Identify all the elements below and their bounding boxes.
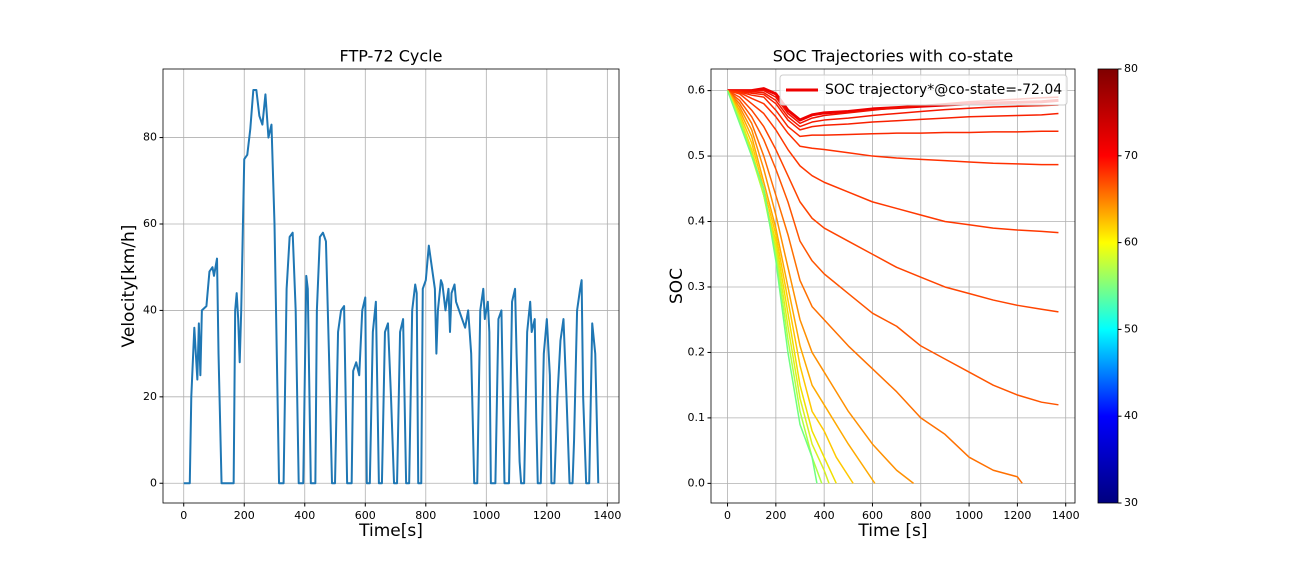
colorbar-tick-label: 40	[1124, 409, 1138, 422]
data-line	[727, 89, 1059, 138]
data-line	[183, 89, 600, 485]
x-axis-label: Time [s]	[857, 521, 927, 541]
x-axis-label: Time[s]	[358, 521, 423, 541]
y-tick-label: 0.1	[688, 411, 706, 424]
x-tick-label: 600	[862, 509, 883, 522]
data-line	[726, 90, 876, 484]
data-line	[727, 89, 1059, 128]
data-line	[727, 89, 1059, 131]
y-tick-label: 80	[143, 131, 157, 144]
y-tick-label: 0	[150, 476, 157, 489]
colorbar-tick-label: 50	[1124, 322, 1138, 335]
x-tick-label: 200	[765, 509, 786, 522]
y-tick-label: 0.4	[688, 215, 706, 228]
x-tick-label: 1000	[955, 509, 983, 522]
chart-title: SOC Trajectories with co-state	[773, 47, 1013, 66]
x-tick-label: 1400	[1052, 509, 1080, 522]
y-axis-label: SOC	[667, 268, 687, 304]
x-tick-label: 800	[910, 509, 931, 522]
data-line	[726, 90, 854, 484]
y-tick-label: 0.6	[688, 84, 706, 97]
y-tick-label: 40	[143, 303, 157, 316]
data-line	[727, 89, 1059, 234]
colorbar-tick-label: 60	[1124, 236, 1138, 249]
y-tick-label: 0.0	[688, 476, 706, 489]
legend-box	[779, 74, 1068, 106]
x-tick-label: 400	[294, 509, 315, 522]
x-tick-label: 1200	[533, 509, 561, 522]
data-line	[726, 90, 823, 484]
chart-title: FTP-72 Cycle	[340, 47, 443, 66]
data-line	[727, 90, 1059, 406]
colorbar-tick-label: 80	[1124, 62, 1138, 75]
axes-frame	[162, 68, 620, 504]
data-line	[726, 90, 818, 484]
x-tick-label: 0	[180, 509, 187, 522]
x-tick-label: 0	[724, 509, 731, 522]
data-line	[726, 90, 1023, 484]
colorbar-tick-label: 30	[1124, 496, 1138, 509]
data-line	[726, 90, 914, 484]
y-tick-label: 0.3	[688, 280, 706, 293]
data-line	[727, 89, 1059, 313]
data-line	[727, 89, 1059, 166]
x-tick-label: 400	[814, 509, 835, 522]
x-tick-label: 800	[415, 509, 436, 522]
x-tick-label: 1200	[1003, 509, 1031, 522]
legend: SOC trajectory*@co-state=-72.04	[779, 74, 1068, 106]
x-tick-label: 200	[234, 509, 255, 522]
y-tick-label: 20	[143, 390, 157, 403]
axes-frame	[710, 68, 1076, 504]
y-tick-label: 60	[143, 217, 157, 230]
colorbar	[1097, 68, 1119, 504]
x-tick-label: 1000	[472, 509, 500, 522]
y-tick-label: 0.5	[688, 149, 706, 162]
x-tick-label: 600	[355, 509, 376, 522]
data-line	[726, 90, 830, 484]
plot-area	[711, 69, 1075, 503]
legend-label: SOC trajectory*@co-state=-72.04	[825, 82, 1062, 98]
colorbar-tick-label: 70	[1124, 149, 1138, 162]
y-axis-label: Velocity[km/h]	[119, 225, 139, 348]
y-tick-label: 0.2	[688, 345, 706, 358]
x-tick-label: 1400	[593, 509, 621, 522]
